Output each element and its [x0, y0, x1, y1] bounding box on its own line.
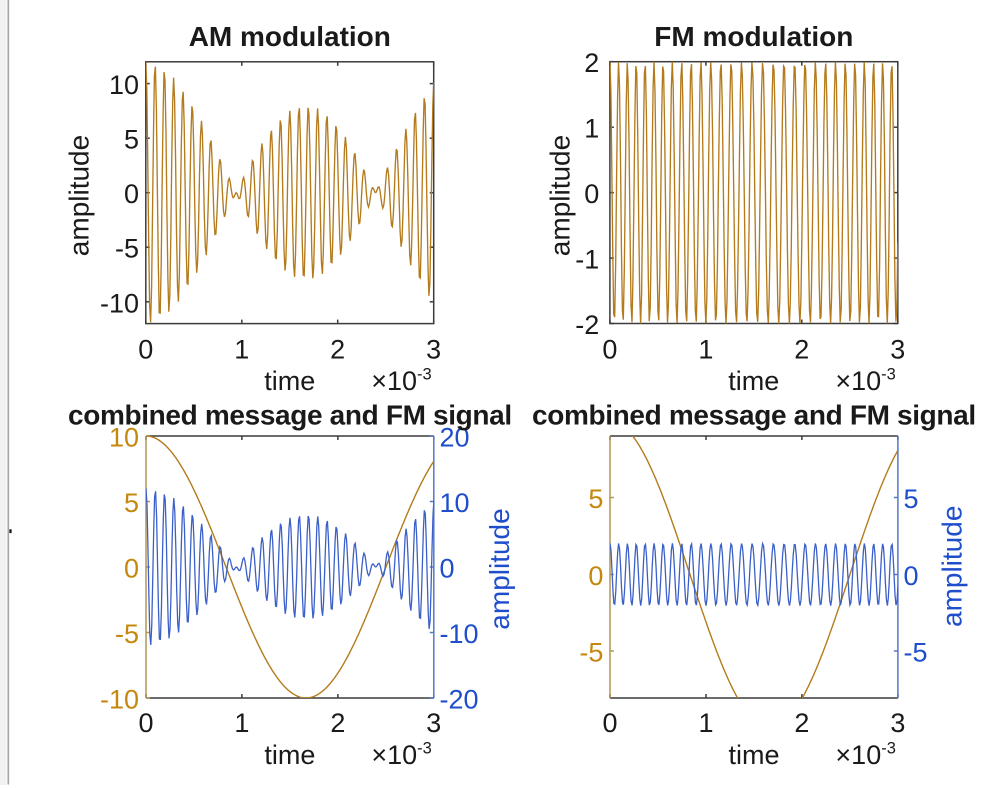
- svg-text:0: 0: [138, 708, 153, 738]
- svg-text:3: 3: [890, 708, 905, 738]
- svg-text:time: time: [264, 366, 315, 396]
- svg-text:-5: -5: [115, 234, 139, 264]
- svg-text:1: 1: [698, 335, 713, 365]
- svg-text:10: 10: [109, 423, 139, 453]
- svg-text:5: 5: [588, 484, 603, 514]
- svg-text:0: 0: [124, 179, 139, 209]
- svg-text:0: 0: [584, 179, 599, 209]
- svg-text:1: 1: [584, 114, 599, 144]
- svg-text:0: 0: [904, 561, 919, 591]
- svg-text:3: 3: [890, 335, 905, 365]
- svg-text:0: 0: [602, 708, 617, 738]
- svg-text:20: 20: [440, 423, 470, 453]
- svg-text:2: 2: [584, 48, 599, 78]
- svg-text:combined message and FM signal: combined message and FM signal: [532, 399, 976, 430]
- svg-text:3: 3: [426, 708, 441, 738]
- svg-text:time: time: [728, 740, 779, 770]
- svg-text:time: time: [728, 366, 779, 396]
- svg-text:-10: -10: [440, 619, 479, 649]
- svg-text:1: 1: [234, 708, 249, 738]
- svg-text:2: 2: [794, 708, 809, 738]
- svg-text:0: 0: [588, 561, 603, 591]
- svg-text:amplitude: amplitude: [937, 506, 968, 627]
- svg-text:-5: -5: [904, 638, 928, 668]
- svg-text:0: 0: [440, 554, 455, 584]
- svg-text:-5: -5: [579, 638, 603, 668]
- svg-text:2: 2: [794, 335, 809, 365]
- svg-text:-5: -5: [115, 619, 139, 649]
- svg-text:5: 5: [124, 125, 139, 155]
- svg-text:amplitude: amplitude: [544, 135, 575, 256]
- svg-text:amplitude: amplitude: [64, 135, 95, 256]
- svg-text:1: 1: [234, 335, 249, 365]
- svg-text:3: 3: [426, 335, 441, 365]
- svg-text:-1: -1: [575, 245, 599, 275]
- svg-text:0: 0: [138, 335, 153, 365]
- svg-text:-10: -10: [100, 288, 139, 318]
- svg-text:time: time: [264, 740, 315, 770]
- svg-text:1: 1: [698, 708, 713, 738]
- svg-text:-20: -20: [440, 685, 479, 715]
- svg-text:×10-3: ×10-3: [835, 740, 895, 771]
- svg-text:10: 10: [109, 70, 139, 100]
- svg-text:2: 2: [330, 335, 345, 365]
- svg-text:5: 5: [124, 488, 139, 518]
- svg-text:AM modulation: AM modulation: [189, 21, 391, 52]
- svg-text:2: 2: [330, 708, 345, 738]
- svg-text:-2: -2: [575, 310, 599, 340]
- svg-text:0: 0: [124, 554, 139, 584]
- svg-text:-10: -10: [100, 685, 139, 715]
- svg-text:10: 10: [440, 488, 470, 518]
- svg-text:amplitude: amplitude: [484, 508, 515, 629]
- svg-text:combined message and FM signal: combined message and FM signal: [68, 399, 512, 430]
- svg-text:0: 0: [602, 335, 617, 365]
- svg-text:5: 5: [904, 484, 919, 514]
- svg-text:FM modulation: FM modulation: [654, 21, 853, 52]
